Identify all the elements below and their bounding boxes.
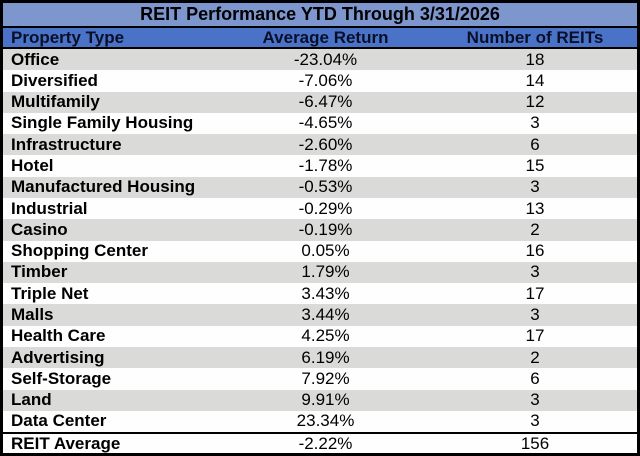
cell-number-of-reits: 15 <box>525 156 545 176</box>
cell-average-return: 9.91% <box>301 390 350 410</box>
table-row: Malls 3.44% 3 <box>3 304 637 326</box>
cell-average-return: -0.29% <box>298 198 353 218</box>
cell-property-type: Single Family Housing <box>11 113 194 133</box>
cell-average-return: 3.43% <box>301 283 350 303</box>
cell-number-of-reits: 3 <box>530 305 540 325</box>
table-title-bar: REIT Performance YTD Through 3/31/2026 <box>3 3 637 28</box>
cell-number-of-reits: 3 <box>530 177 540 197</box>
cell-number-of-reits: 6 <box>530 134 540 154</box>
cell-average-return: -7.06% <box>298 70 353 90</box>
cell-number-of-reits: 12 <box>525 92 545 112</box>
cell-property-type: Timber <box>11 262 68 282</box>
table-body: Office -23.04% 18 Diversified -7.06% 14 … <box>3 49 637 433</box>
table-row: Advertising 6.19% 2 <box>3 346 637 369</box>
cell-property-type: Multifamily <box>11 92 100 112</box>
cell-average-return: -0.19% <box>298 219 353 239</box>
cell-average-return: -4.65% <box>298 113 353 133</box>
cell-property-type: Industrial <box>11 198 88 218</box>
table-row: Land 9.91% 3 <box>3 389 637 411</box>
table-header-row: Property Type Average Return Number of R… <box>3 28 637 49</box>
column-header-average-return: Average Return <box>262 28 389 47</box>
cell-average-return: 3.44% <box>301 305 350 325</box>
cell-property-type: Malls <box>11 305 54 325</box>
cell-number-of-reits: 17 <box>525 326 545 346</box>
cell-number-of-reits: 3 <box>530 113 540 133</box>
table-row: Timber 1.79% 3 <box>3 261 637 284</box>
cell-average-return: 0.05% <box>301 241 350 261</box>
column-header-number-of-reits: Number of REITs <box>466 28 604 47</box>
footer-cell-average-return: -2.22% <box>298 434 353 453</box>
cell-property-type: Data Center <box>11 411 107 431</box>
table-row: Casino -0.19% 2 <box>3 219 637 241</box>
footer-cell-property-type: REIT Average <box>11 434 121 453</box>
cell-property-type: Health Care <box>11 326 106 346</box>
table-row: Industrial -0.29% 13 <box>3 197 637 220</box>
table-title: REIT Performance YTD Through 3/31/2026 <box>140 4 500 24</box>
cell-number-of-reits: 17 <box>525 283 545 303</box>
cell-number-of-reits: 3 <box>530 390 540 410</box>
cell-average-return: 7.92% <box>301 368 350 388</box>
cell-property-type: Hotel <box>11 156 54 176</box>
cell-number-of-reits: 16 <box>525 241 545 261</box>
cell-number-of-reits: 14 <box>525 70 545 90</box>
cell-average-return: -1.78% <box>298 156 353 176</box>
table-footer-row-reit-average: REIT Average -2.22% 156 <box>3 432 637 453</box>
cell-number-of-reits: 3 <box>530 411 540 431</box>
cell-property-type: Diversified <box>11 70 98 90</box>
cell-average-return: -6.47% <box>298 92 353 112</box>
cell-average-return: 6.19% <box>301 347 350 367</box>
cell-number-of-reits: 6 <box>530 368 540 388</box>
cell-average-return: 4.25% <box>301 326 350 346</box>
cell-property-type: Land <box>11 390 52 410</box>
cell-property-type: Manufactured Housing <box>11 177 196 197</box>
table-row: Data Center 23.34% 3 <box>3 410 637 433</box>
table-row: Shopping Center 0.05% 16 <box>3 240 637 262</box>
cell-number-of-reits: 2 <box>530 219 540 239</box>
cell-property-type: Advertising <box>11 347 105 367</box>
cell-average-return: -0.53% <box>298 177 353 197</box>
table-row: Hotel -1.78% 15 <box>3 155 637 177</box>
table-row: Self-Storage 7.92% 6 <box>3 368 637 390</box>
cell-property-type: Infrastructure <box>11 134 122 154</box>
table-row: Health Care 4.25% 17 <box>3 325 637 347</box>
cell-average-return: -23.04% <box>293 49 358 69</box>
cell-number-of-reits: 2 <box>530 347 540 367</box>
table-row: Single Family Housing -4.65% 3 <box>3 112 637 135</box>
table-row: Manufactured Housing -0.53% 3 <box>3 176 637 198</box>
cell-average-return: 23.34% <box>296 411 355 431</box>
table-row: Multifamily -6.47% 12 <box>3 91 637 113</box>
cell-property-type: Casino <box>11 219 68 239</box>
table-row: Triple Net 3.43% 17 <box>3 283 637 305</box>
cell-property-type: Shopping Center <box>11 241 148 261</box>
cell-property-type: Self-Storage <box>11 368 112 388</box>
cell-number-of-reits: 18 <box>525 49 545 69</box>
cell-average-return: -2.60% <box>298 134 353 154</box>
table-row: Infrastructure -2.60% 6 <box>3 134 637 156</box>
table-row: Office -23.04% 18 <box>3 49 637 71</box>
column-header-property-type: Property Type <box>11 28 125 47</box>
cell-average-return: 1.79% <box>301 262 350 282</box>
table-row: Diversified -7.06% 14 <box>3 70 637 92</box>
footer-cell-number-of-reits: 156 <box>520 434 550 453</box>
cell-number-of-reits: 13 <box>525 198 545 218</box>
cell-number-of-reits: 3 <box>530 262 540 282</box>
cell-property-type: Triple Net <box>11 283 89 303</box>
cell-property-type: Office <box>11 49 60 69</box>
